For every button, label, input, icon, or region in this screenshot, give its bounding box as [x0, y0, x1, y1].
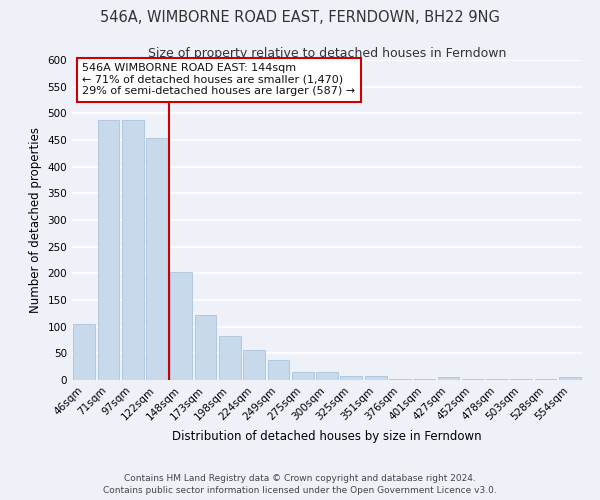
Bar: [122, 120, 143, 380]
Bar: [462, 379, 484, 380]
Bar: [413, 379, 435, 380]
Bar: [268, 360, 289, 380]
Bar: [389, 379, 411, 380]
Bar: [511, 379, 532, 380]
Y-axis label: Number of detached properties: Number of detached properties: [29, 127, 42, 313]
Bar: [146, 138, 168, 380]
Bar: [219, 336, 241, 380]
Bar: [316, 372, 338, 380]
Bar: [340, 376, 362, 380]
Text: 546A WIMBORNE ROAD EAST: 144sqm
← 71% of detached houses are smaller (1,470)
29%: 546A WIMBORNE ROAD EAST: 144sqm ← 71% of…: [82, 63, 355, 96]
Bar: [365, 376, 386, 380]
Bar: [559, 378, 581, 380]
Text: Contains HM Land Registry data © Crown copyright and database right 2024.
Contai: Contains HM Land Registry data © Crown c…: [103, 474, 497, 495]
Bar: [292, 372, 314, 380]
Bar: [486, 379, 508, 380]
Bar: [535, 379, 556, 380]
Bar: [437, 378, 460, 380]
Bar: [97, 120, 119, 380]
Bar: [243, 350, 265, 380]
Title: Size of property relative to detached houses in Ferndown: Size of property relative to detached ho…: [148, 47, 506, 60]
Bar: [170, 272, 192, 380]
Bar: [194, 316, 217, 380]
X-axis label: Distribution of detached houses by size in Ferndown: Distribution of detached houses by size …: [172, 430, 482, 443]
Text: 546A, WIMBORNE ROAD EAST, FERNDOWN, BH22 9NG: 546A, WIMBORNE ROAD EAST, FERNDOWN, BH22…: [100, 10, 500, 25]
Bar: [73, 324, 95, 380]
